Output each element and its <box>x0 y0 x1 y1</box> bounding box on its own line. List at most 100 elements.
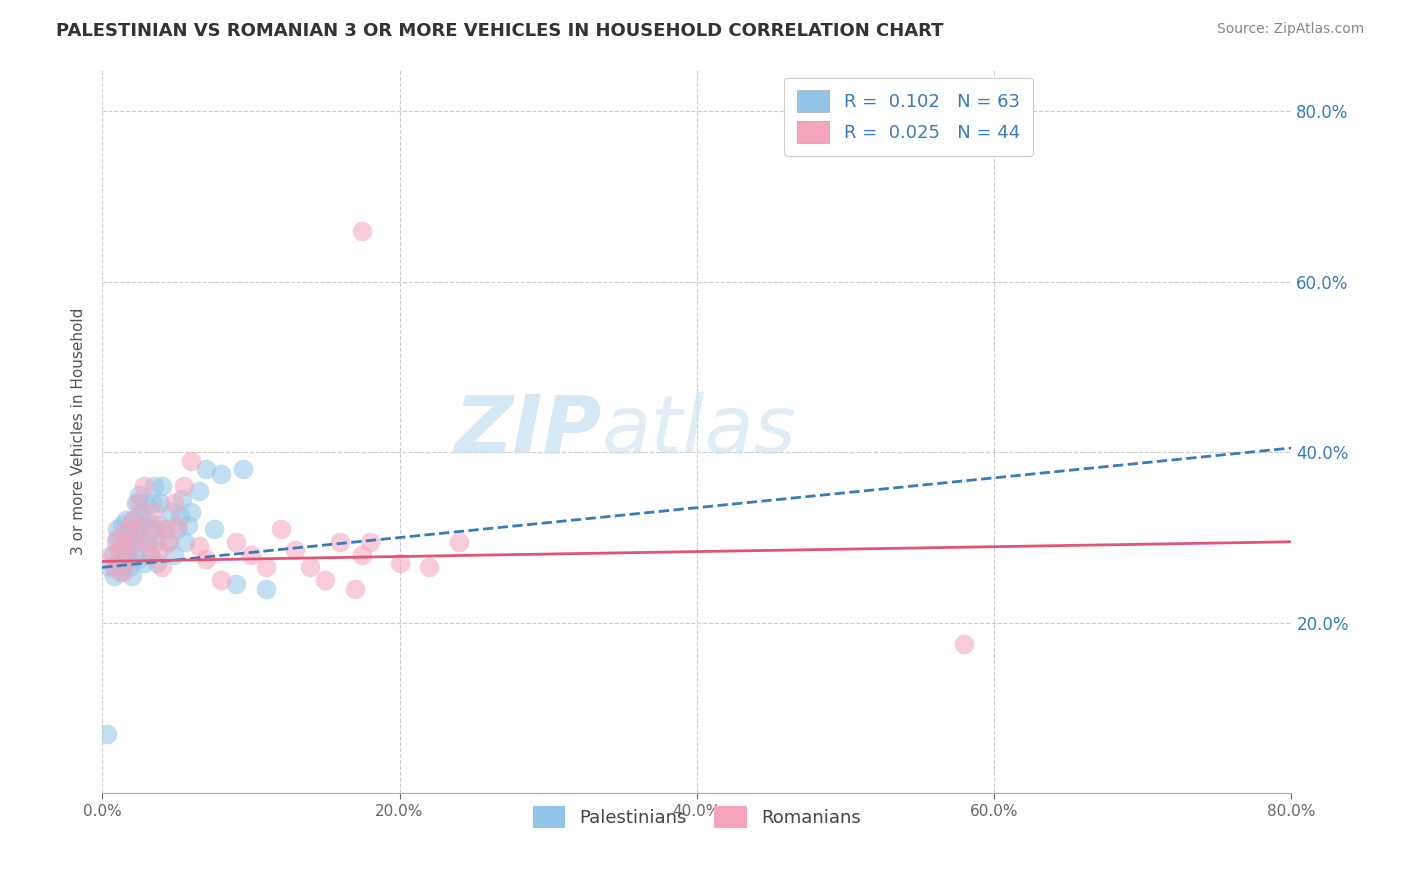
Point <box>135 534 157 549</box>
Point <box>359 534 381 549</box>
Point <box>108 531 131 545</box>
Point <box>107 543 129 558</box>
Point <box>111 565 134 579</box>
Point <box>132 556 155 570</box>
Point <box>166 517 188 532</box>
Legend: Palestinians, Romanians: Palestinians, Romanians <box>526 798 868 835</box>
Point <box>153 522 176 536</box>
Point <box>108 565 131 579</box>
Point <box>110 552 132 566</box>
Point <box>131 534 153 549</box>
Point <box>96 726 118 740</box>
Point <box>209 573 232 587</box>
Point <box>122 513 145 527</box>
Point <box>329 534 352 549</box>
Text: ZIP: ZIP <box>454 392 602 470</box>
Point <box>150 560 173 574</box>
Point <box>150 479 173 493</box>
Point <box>148 517 170 532</box>
Point <box>108 543 131 558</box>
Point <box>136 534 159 549</box>
Point <box>157 534 180 549</box>
Point <box>239 548 262 562</box>
Point <box>139 548 162 562</box>
Point <box>187 483 209 498</box>
Point <box>105 531 128 545</box>
Point <box>180 454 202 468</box>
Text: PALESTINIAN VS ROMANIAN 3 OR MORE VEHICLES IN HOUSEHOLD CORRELATION CHART: PALESTINIAN VS ROMANIAN 3 OR MORE VEHICL… <box>56 22 943 40</box>
Point <box>284 543 307 558</box>
Point <box>254 560 277 574</box>
Point <box>104 534 127 549</box>
Point <box>153 522 176 536</box>
Point <box>169 509 191 524</box>
Point <box>124 534 146 549</box>
Point <box>146 556 169 570</box>
Point <box>166 522 188 536</box>
Point <box>111 560 134 574</box>
Point <box>129 505 152 519</box>
Point <box>101 548 124 562</box>
Point <box>134 496 156 510</box>
Point <box>125 496 148 510</box>
Text: Source: ZipAtlas.com: Source: ZipAtlas.com <box>1216 22 1364 37</box>
Point <box>352 223 374 237</box>
Point <box>172 492 194 507</box>
Point <box>174 534 197 549</box>
Point <box>143 479 166 493</box>
Point <box>352 548 374 562</box>
Point <box>98 560 121 574</box>
Point <box>162 496 184 510</box>
Point <box>132 479 155 493</box>
Point <box>114 526 136 541</box>
Y-axis label: 3 or more Vehicles in Household: 3 or more Vehicles in Household <box>72 307 86 555</box>
Point <box>118 522 141 536</box>
Point <box>105 556 128 570</box>
Point <box>447 534 470 549</box>
Point <box>127 496 149 510</box>
Point <box>129 517 152 532</box>
Point <box>128 488 150 502</box>
Point <box>202 522 225 536</box>
Point <box>114 548 136 562</box>
Point <box>118 552 141 566</box>
Point <box>124 534 146 549</box>
Point <box>111 539 134 553</box>
Point <box>209 467 232 481</box>
Text: atlas: atlas <box>602 392 796 470</box>
Point <box>117 552 139 566</box>
Point <box>103 560 125 574</box>
Point <box>953 637 976 651</box>
Point <box>343 582 366 596</box>
Point <box>120 543 142 558</box>
Point <box>225 577 247 591</box>
Point <box>195 462 218 476</box>
Point <box>162 548 184 562</box>
Point <box>100 548 122 562</box>
Point <box>110 517 132 532</box>
Point <box>121 513 143 527</box>
Point <box>225 534 247 549</box>
Point <box>105 522 128 536</box>
Point <box>149 496 172 510</box>
Point <box>159 505 181 519</box>
Point <box>103 569 125 583</box>
Point <box>142 496 165 510</box>
Point <box>145 522 167 536</box>
Point <box>114 534 136 549</box>
Point <box>148 543 170 558</box>
Point <box>173 479 195 493</box>
Point <box>232 462 254 476</box>
Point <box>299 560 322 574</box>
Point <box>388 556 411 570</box>
Point <box>115 522 138 536</box>
Point <box>156 534 179 549</box>
Point <box>127 552 149 566</box>
Point <box>115 534 138 549</box>
Point <box>121 569 143 583</box>
Point <box>135 513 157 527</box>
Point <box>115 513 138 527</box>
Point <box>118 560 141 574</box>
Point <box>121 531 143 545</box>
Point <box>270 522 292 536</box>
